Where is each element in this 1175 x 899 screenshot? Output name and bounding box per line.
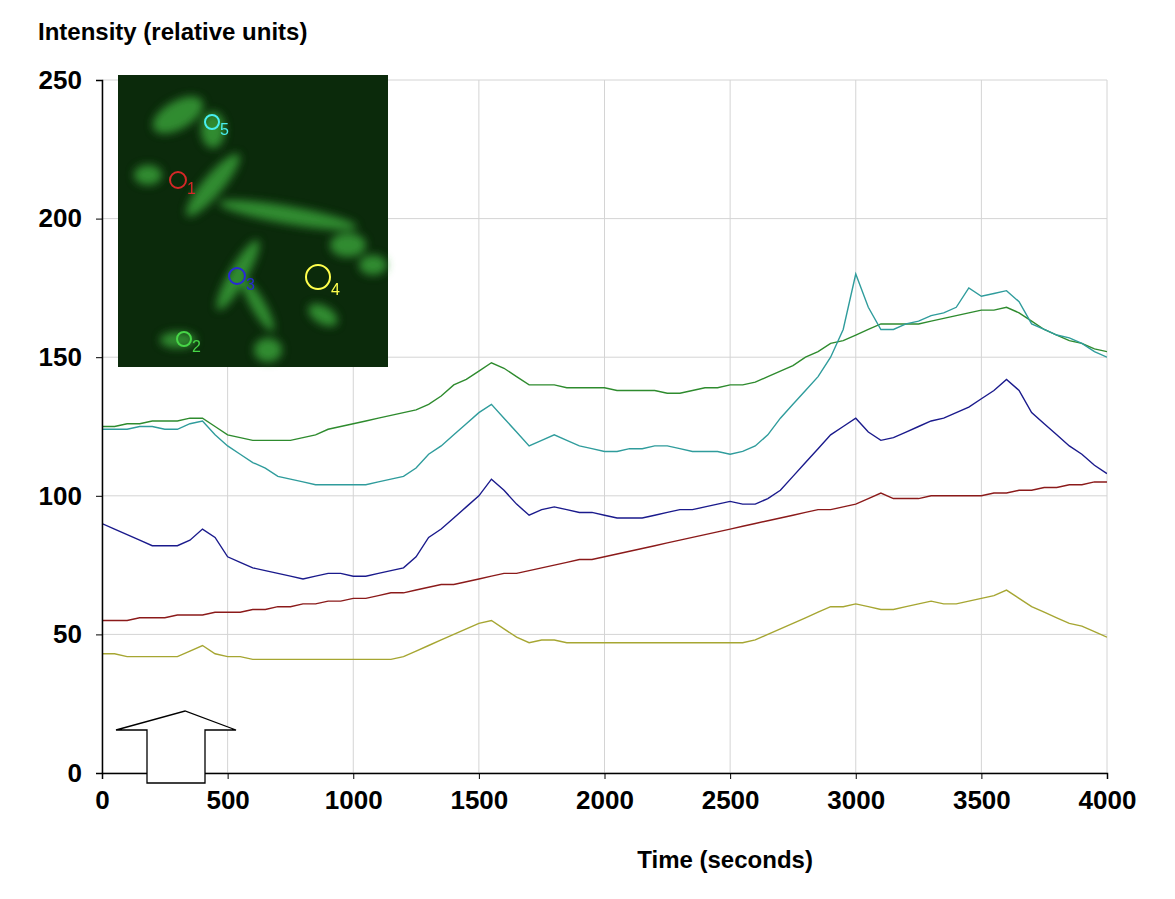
x-axis: 0 500 1000 1500 2000 2500 3000 3500 4000 (95, 773, 1136, 815)
y-axis: 0 50 100 150 200 250 (39, 65, 103, 788)
y-tick-label: 0 (68, 758, 82, 788)
x-tick-mark (605, 773, 606, 779)
cell-blob (359, 255, 387, 275)
y-tick: 200 (39, 203, 102, 233)
grid-line-x (1107, 80, 1108, 773)
x-axis-line (103, 774, 1108, 780)
grid-line-x (604, 80, 605, 773)
series-line (102, 590, 1107, 659)
y-tick-mark (96, 773, 102, 774)
x-tick: 1000 (325, 773, 383, 815)
y-tick-label: 250 (39, 65, 82, 95)
x-tick: 500 (206, 773, 249, 815)
x-tick-label: 2000 (576, 785, 634, 815)
y-tick-mark (96, 80, 102, 81)
y-tick-mark (96, 634, 102, 635)
cell-blob (147, 89, 209, 141)
chart: 0500100015002000250030003500400005010015… (0, 0, 1175, 899)
x-tick-label: 4000 (1079, 785, 1137, 815)
inset-background (118, 75, 388, 367)
y-tick-label: 100 (39, 481, 82, 511)
x-tick-mark (479, 773, 480, 779)
cell-blob (237, 276, 279, 335)
x-tick-mark (228, 773, 229, 779)
grid-line-x (730, 80, 731, 773)
x-tick: 2000 (576, 773, 634, 815)
x-tick-label: 0 (95, 785, 109, 815)
roi-label: 2 (192, 338, 201, 355)
cell-blob (305, 299, 342, 331)
y-tick: 100 (39, 481, 102, 511)
grid-line-x (855, 80, 856, 773)
grid-line-x (478, 80, 479, 773)
y-tick: 50 (53, 619, 102, 649)
x-tick-label: 1000 (325, 785, 383, 815)
roi-circle (177, 332, 191, 346)
cell-blob (254, 338, 282, 362)
y-tick-label: 50 (53, 619, 82, 649)
y-tick: 150 (39, 342, 102, 372)
y-tick: 250 (39, 65, 102, 95)
roi-circle (170, 172, 186, 188)
x-tick-mark (1107, 773, 1108, 779)
x-tick-label: 3500 (953, 785, 1011, 815)
y-tick-label: 200 (39, 203, 82, 233)
y-tick-mark (96, 496, 102, 497)
roi-circle (229, 268, 245, 284)
x-tick: 0 (95, 773, 109, 815)
roi-label: 4 (331, 281, 340, 298)
x-tick-mark (353, 773, 354, 779)
x-tick-label: 1500 (450, 785, 508, 815)
y-tick-mark (96, 357, 102, 358)
roi-label: 5 (220, 121, 229, 138)
y-axis-line (96, 81, 103, 774)
roi-label: 3 (246, 276, 255, 293)
y-axis-title: Intensity (relative units) (38, 18, 307, 45)
x-tick: 3500 (953, 773, 1011, 815)
y-tick: 0 (68, 758, 102, 788)
cell-blob (134, 165, 162, 185)
grid-line-x (981, 80, 982, 773)
roi-circle (306, 265, 330, 289)
series-line (102, 274, 1107, 485)
x-tick: 1500 (450, 773, 508, 815)
y-tick-label: 150 (39, 342, 82, 372)
x-tick-label: 500 (206, 785, 249, 815)
x-tick-label: 3000 (827, 785, 885, 815)
roi-label: 1 (187, 180, 196, 197)
x-tick-mark (730, 773, 731, 779)
stimulus-arrow (116, 711, 236, 783)
series-line (102, 379, 1107, 579)
cell-blob (160, 332, 196, 348)
y-tick-mark (96, 219, 102, 220)
x-tick: 4000 (1079, 773, 1137, 815)
x-tick-label: 2500 (702, 785, 760, 815)
x-tick-mark (856, 773, 857, 779)
cell-blob (330, 233, 366, 257)
series-line (102, 482, 1107, 621)
x-tick-mark (981, 773, 982, 779)
x-axis-title: Time (seconds) (637, 846, 813, 873)
x-tick: 2500 (702, 773, 760, 815)
cell-blobs (134, 89, 387, 362)
grid-line-y (102, 634, 1107, 635)
roi-circle (205, 115, 219, 129)
cell-blob (218, 194, 359, 236)
x-tick: 3000 (827, 773, 885, 815)
inset-image: 1 2 3 4 5 (118, 75, 388, 367)
